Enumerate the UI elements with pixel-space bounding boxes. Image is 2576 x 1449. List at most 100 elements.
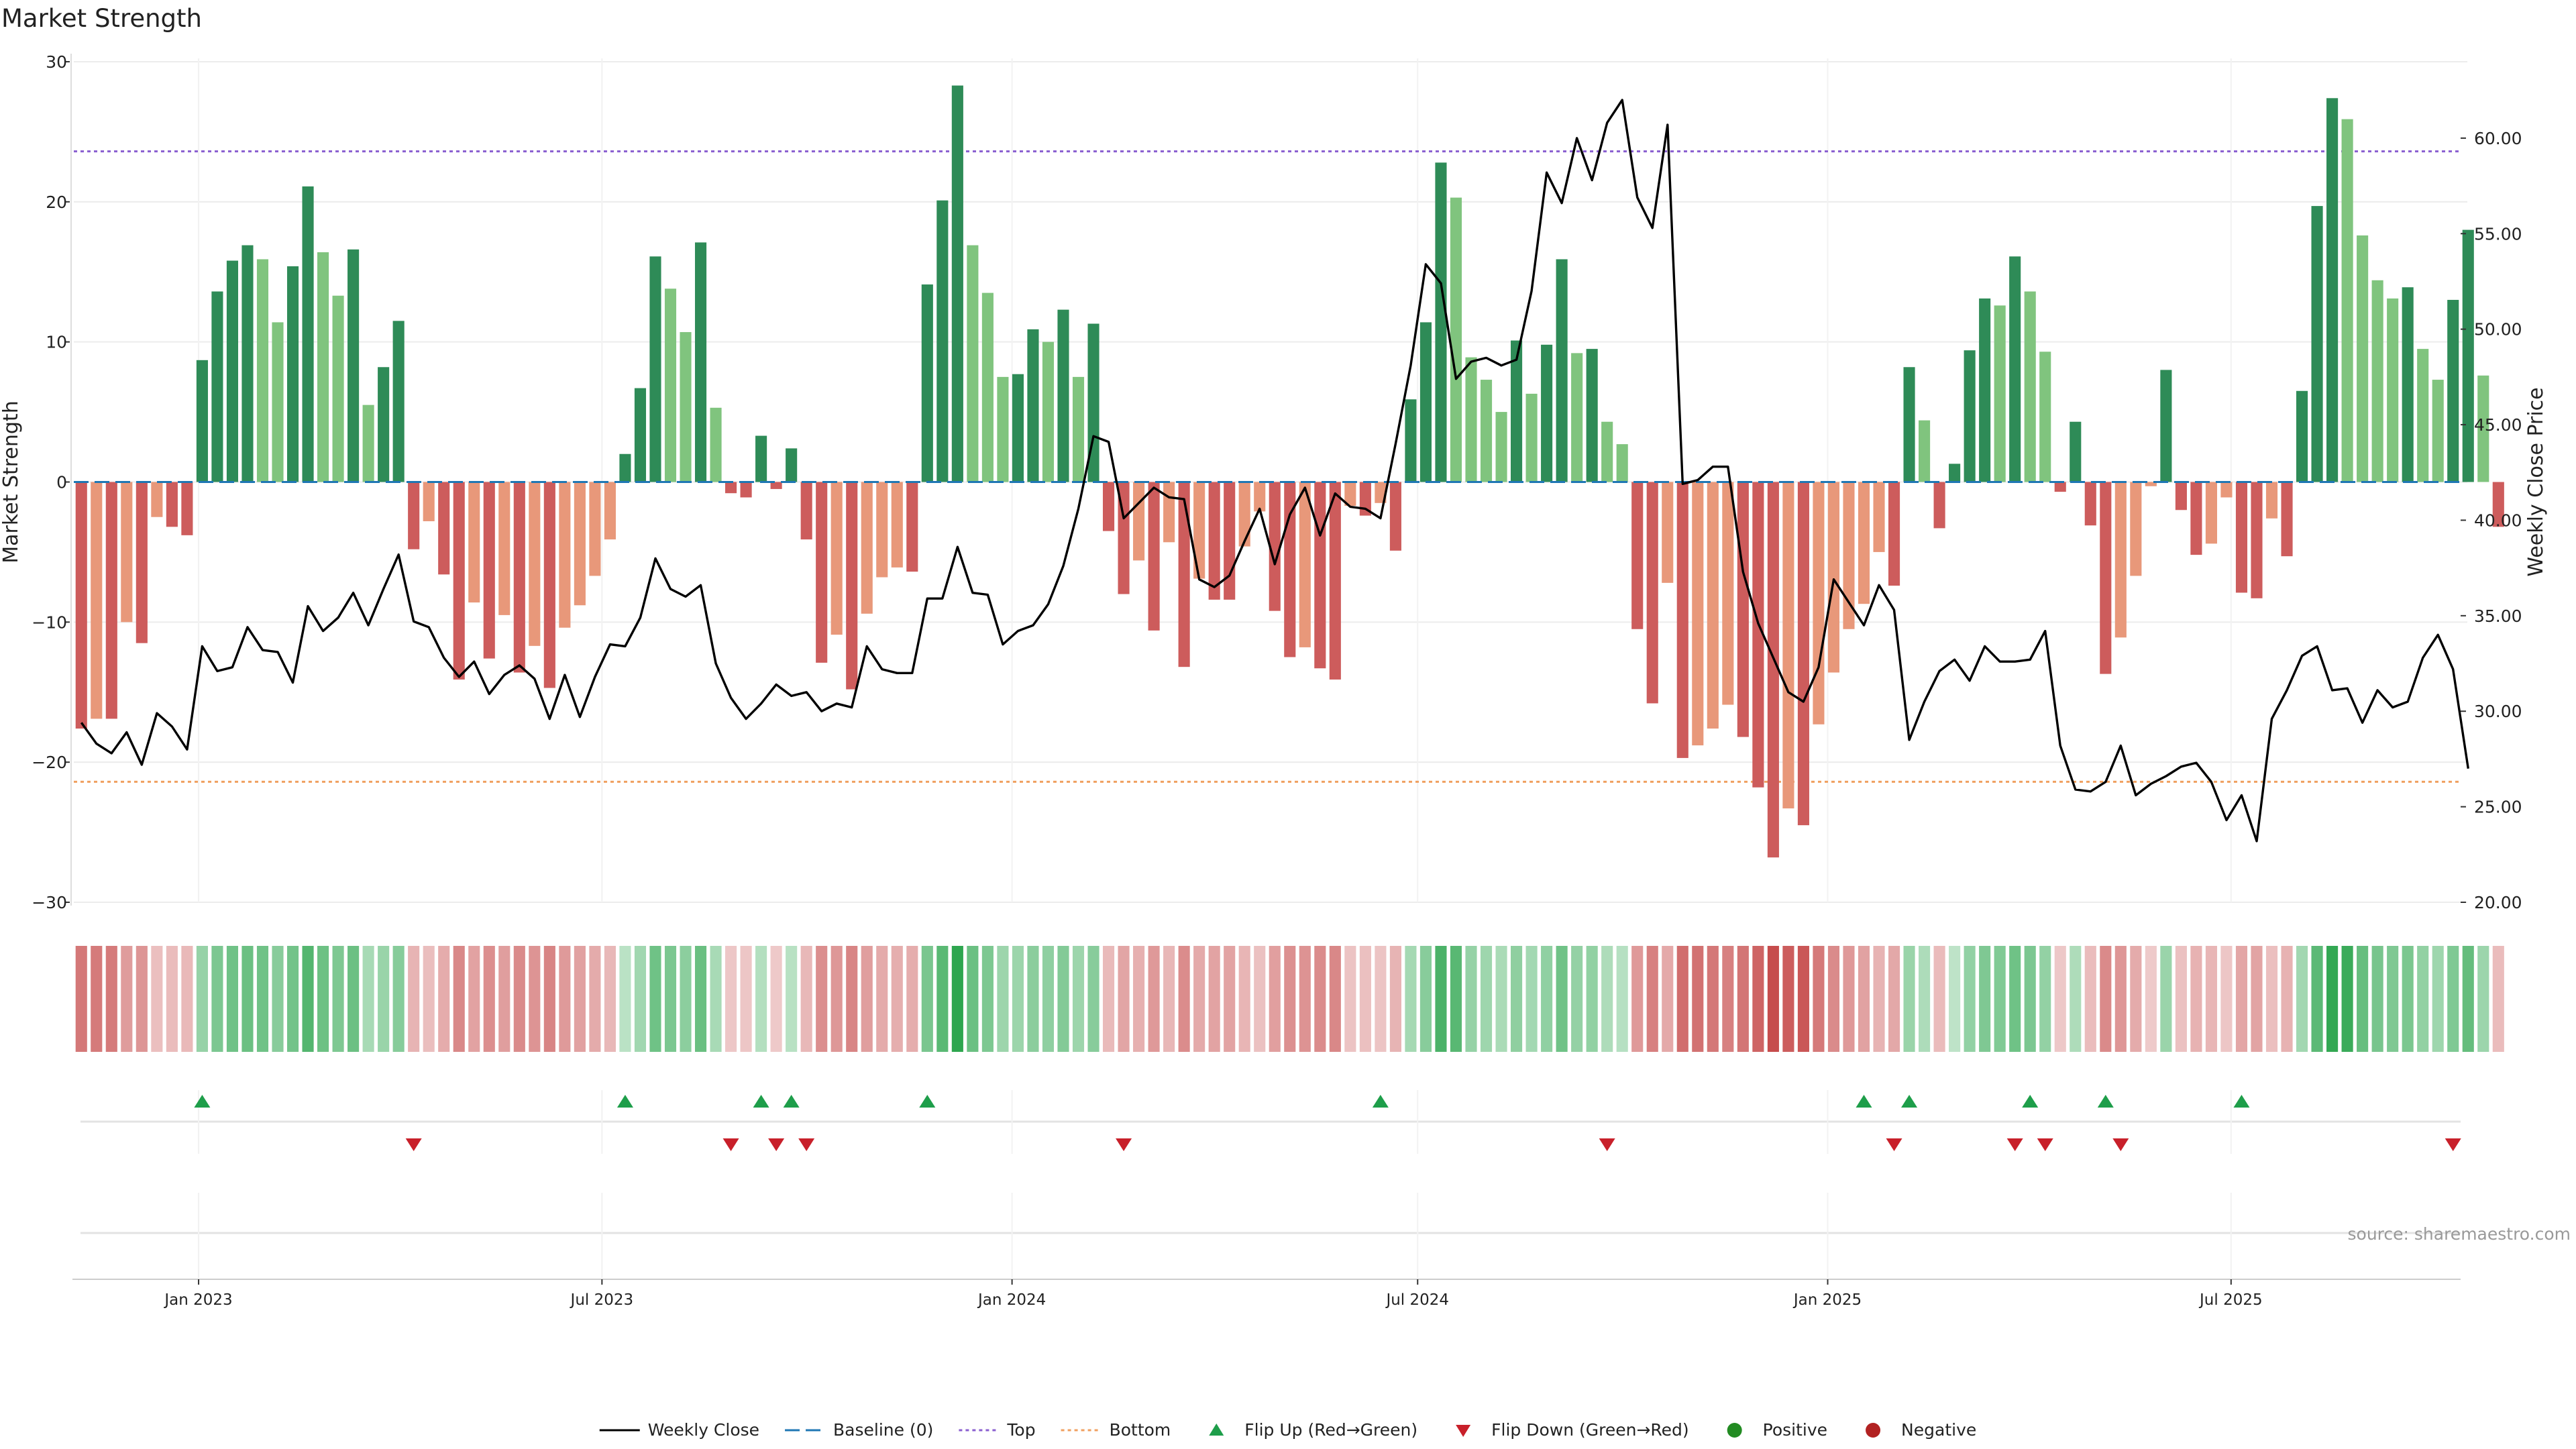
strength-bar [830,482,843,635]
strength-bar [1676,482,1688,758]
strength-bar [574,482,586,606]
strength-bar [272,322,284,482]
heat-cell [770,946,782,1052]
strength-bar [861,482,873,614]
strength-bar [951,85,963,482]
heat-cell [241,946,254,1052]
heat-cell [1631,946,1644,1052]
strength-bar [1480,380,1493,482]
heat-cell [1525,946,1538,1052]
heat-cell [1389,946,1401,1052]
strength-heat-strip [75,946,2504,1052]
heat-cell [1087,946,1099,1052]
heat-cell [1284,946,1296,1052]
legend-label: Bottom [1110,1420,1171,1440]
strength-bars [75,85,2504,858]
strength-bar [1858,482,1870,604]
strength-bar [1359,482,1371,516]
strength-bar [589,482,601,576]
left-tick-label: −30 [32,893,67,912]
strength-bar [468,482,480,603]
strength-bar [997,376,1009,482]
strength-bar [2084,482,2096,526]
heat-cell [1722,946,1734,1052]
date-grid-lines [72,1193,2461,1280]
flip-markers [194,1095,2461,1151]
heat-cell [710,946,722,1052]
strength-bar [1419,322,1432,482]
strength-bar [604,482,616,540]
left-axis-label: Market Strength [0,400,23,563]
strength-bar [226,260,239,482]
heat-cell [1662,946,1674,1052]
heat-cell [981,946,994,1052]
right-tick-label: 30.00 [2474,702,2522,721]
heat-cell [2477,946,2489,1052]
heat-cell [1813,946,1825,1052]
heat-cell [1843,946,1855,1052]
heat-cell [755,946,767,1052]
heat-cell [680,946,692,1052]
heat-cell [1224,946,1236,1052]
strength-bar [1495,412,1507,482]
heat-cell [1949,946,1961,1052]
strength-bar [1133,482,1145,561]
heat-cell [816,946,828,1052]
legend-label: Baseline (0) [833,1420,933,1440]
strength-bar [1118,482,1130,594]
strength-bar [634,388,647,482]
strength-bar [2054,482,2066,492]
flip-up-marker [2022,1095,2039,1108]
strength-bar [2341,119,2353,482]
heat-cell [438,946,450,1052]
flip-down-marker [2006,1138,2023,1151]
strength-bar [392,321,405,482]
heat-cell [91,946,103,1052]
heat-cell [891,946,903,1052]
heat-cell [1767,946,1779,1052]
strength-bar [559,482,571,628]
weekly-close-line [80,99,2469,843]
strength-bar [2175,482,2187,511]
strength-bar [1813,482,1825,724]
right-axis-ticks: 60.00 55.00 50.00 45.00 40.00 35.00 30.00 25.00… [2461,129,2522,912]
flip-up-marker [616,1095,633,1108]
heat-cell [589,946,601,1052]
strength-bar [2492,482,2504,527]
heat-cell [2371,946,2383,1052]
legend-flip-down-icon [1456,1425,1471,1437]
strength-bar [75,482,87,729]
strength-bar [1042,341,1055,482]
strength-bar [1511,340,1523,482]
heat-cell [2009,946,2021,1052]
heat-cell [1163,946,1175,1052]
flip-up-marker [2097,1095,2114,1108]
strength-bar [211,291,223,482]
strength-bar [1435,162,1447,482]
date-tick-label: Jan 2025 [1792,1291,1862,1309]
heat-cell [2387,946,2399,1052]
strength-bar [513,482,525,673]
strength-bar [332,295,344,482]
flip-up-marker [753,1095,769,1108]
strength-bar [2251,482,2263,598]
strength-bar [2357,235,2369,482]
heat-cell [664,946,677,1052]
strength-bar [2432,380,2444,482]
strength-bar [906,482,918,572]
heat-cell [574,946,586,1052]
strength-bar [2402,287,2414,482]
heat-cell [2251,946,2263,1052]
heat-cell [1329,946,1341,1052]
heat-cell [1616,946,1628,1052]
heat-cell [1827,946,1840,1052]
heat-cell [604,946,616,1052]
strength-bar [1843,482,1855,629]
strength-bar [1631,482,1644,629]
flip-up-marker [1372,1095,1389,1108]
date-axis-ticks: Jan 2023 Jul 2023 Jan 2024 Jul 2024 Jan 2025… [163,1279,2263,1309]
heat-cell [1057,946,1069,1052]
heat-cell [846,946,858,1052]
strength-bar [2220,482,2233,498]
legend-label: Flip Up (Red→Green) [1244,1420,1417,1440]
